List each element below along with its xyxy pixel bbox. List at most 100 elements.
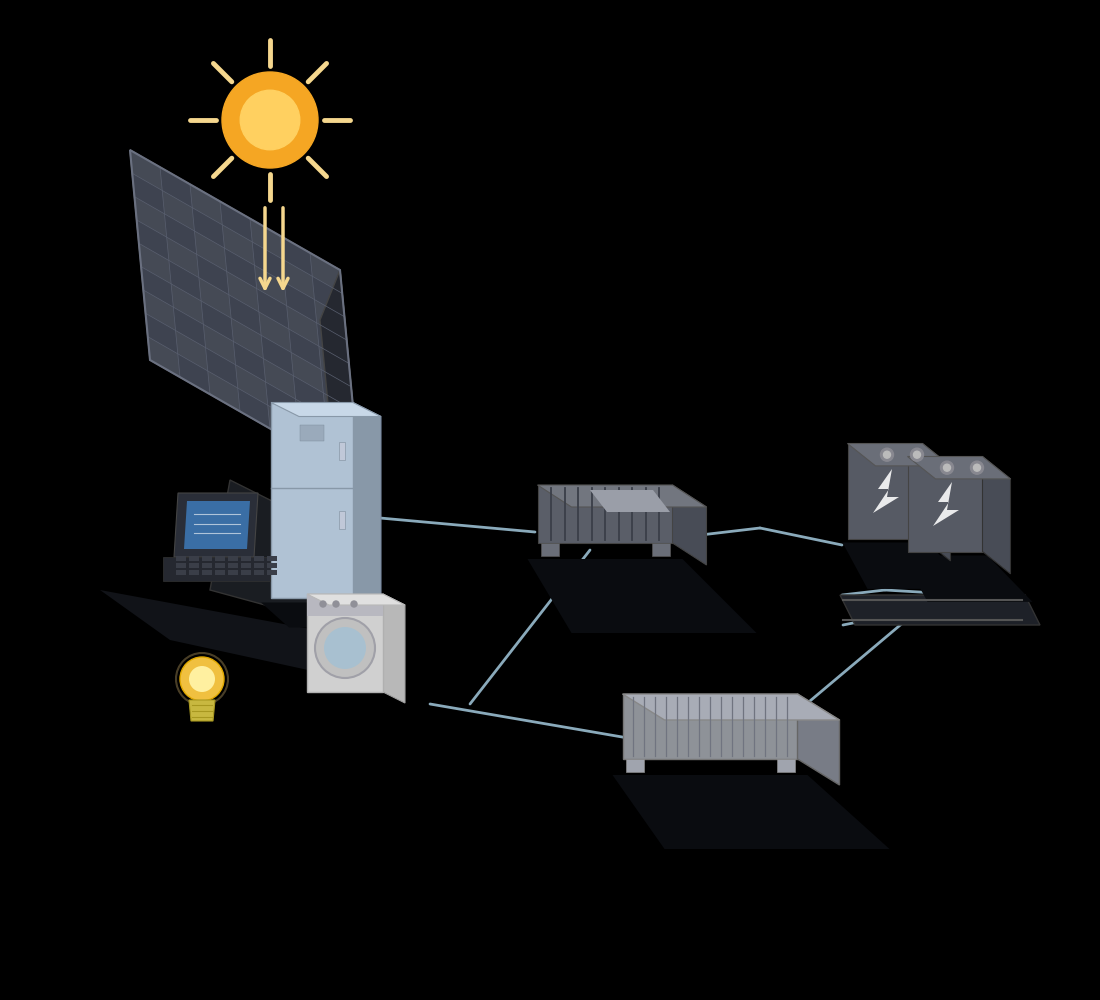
Polygon shape — [873, 469, 899, 513]
Circle shape — [940, 461, 954, 474]
Circle shape — [911, 448, 924, 461]
Circle shape — [883, 451, 891, 458]
Polygon shape — [307, 594, 383, 616]
Bar — [202, 570, 212, 575]
Polygon shape — [326, 416, 358, 457]
Polygon shape — [271, 402, 353, 598]
Circle shape — [974, 464, 980, 471]
Bar — [228, 556, 238, 561]
Polygon shape — [172, 284, 204, 324]
Polygon shape — [141, 267, 174, 307]
Bar — [254, 570, 264, 575]
Polygon shape — [323, 393, 355, 433]
Bar — [267, 570, 277, 575]
Circle shape — [180, 657, 224, 701]
Polygon shape — [353, 402, 381, 612]
Polygon shape — [139, 243, 172, 284]
Bar — [189, 570, 199, 575]
Polygon shape — [176, 330, 208, 371]
Polygon shape — [233, 341, 265, 382]
Bar — [254, 556, 264, 561]
Circle shape — [333, 601, 339, 607]
Polygon shape — [296, 399, 328, 440]
Polygon shape — [250, 219, 283, 259]
Polygon shape — [189, 700, 214, 721]
Bar — [339, 510, 345, 528]
Bar — [228, 570, 238, 575]
Bar — [214, 556, 225, 561]
Polygon shape — [843, 542, 972, 589]
Polygon shape — [528, 559, 757, 633]
Polygon shape — [298, 422, 330, 463]
Polygon shape — [134, 197, 167, 237]
Polygon shape — [263, 359, 296, 399]
Polygon shape — [777, 759, 794, 772]
Polygon shape — [623, 694, 839, 720]
Polygon shape — [164, 214, 197, 254]
Polygon shape — [224, 248, 256, 289]
Polygon shape — [256, 289, 289, 329]
Polygon shape — [222, 225, 254, 265]
Polygon shape — [162, 190, 195, 231]
Polygon shape — [206, 348, 238, 388]
Bar — [241, 570, 251, 575]
Polygon shape — [307, 594, 383, 692]
Polygon shape — [195, 231, 227, 271]
Bar — [189, 563, 199, 568]
Bar — [339, 442, 345, 460]
Bar — [300, 424, 324, 440]
Circle shape — [351, 601, 358, 607]
Polygon shape — [143, 290, 176, 330]
Polygon shape — [174, 307, 206, 348]
Polygon shape — [136, 220, 169, 260]
Polygon shape — [190, 184, 222, 225]
Polygon shape — [201, 301, 233, 341]
Polygon shape — [908, 456, 1011, 479]
Polygon shape — [254, 265, 287, 306]
Polygon shape — [933, 482, 959, 526]
Polygon shape — [178, 354, 210, 394]
Polygon shape — [261, 602, 402, 628]
Circle shape — [315, 618, 375, 678]
Polygon shape — [132, 173, 164, 214]
Polygon shape — [312, 276, 344, 317]
Polygon shape — [271, 402, 381, 416]
Polygon shape — [197, 254, 229, 295]
Polygon shape — [199, 278, 231, 318]
Polygon shape — [847, 444, 923, 538]
Polygon shape — [227, 271, 258, 312]
Polygon shape — [267, 405, 300, 446]
Circle shape — [880, 448, 893, 461]
Bar — [267, 563, 277, 568]
Polygon shape — [840, 595, 1040, 625]
Polygon shape — [208, 371, 240, 411]
Circle shape — [240, 90, 300, 150]
Polygon shape — [252, 242, 285, 282]
Polygon shape — [672, 485, 706, 565]
Polygon shape — [847, 444, 950, 466]
Polygon shape — [328, 440, 360, 480]
Polygon shape — [613, 775, 890, 849]
Polygon shape — [174, 493, 258, 557]
Polygon shape — [167, 237, 199, 278]
Polygon shape — [210, 480, 320, 620]
Polygon shape — [285, 282, 317, 323]
Polygon shape — [130, 150, 360, 480]
Polygon shape — [280, 236, 312, 276]
Circle shape — [189, 666, 214, 692]
Polygon shape — [310, 253, 342, 293]
Polygon shape — [538, 485, 706, 507]
Polygon shape — [319, 346, 351, 387]
Polygon shape — [294, 376, 326, 416]
Polygon shape — [238, 388, 270, 429]
Polygon shape — [192, 208, 224, 248]
Circle shape — [970, 461, 983, 474]
Polygon shape — [651, 543, 670, 556]
Polygon shape — [798, 694, 839, 785]
Polygon shape — [220, 201, 252, 242]
Polygon shape — [315, 300, 346, 340]
Bar — [214, 563, 225, 568]
Bar — [241, 563, 251, 568]
Polygon shape — [292, 352, 323, 393]
Polygon shape — [307, 594, 405, 605]
